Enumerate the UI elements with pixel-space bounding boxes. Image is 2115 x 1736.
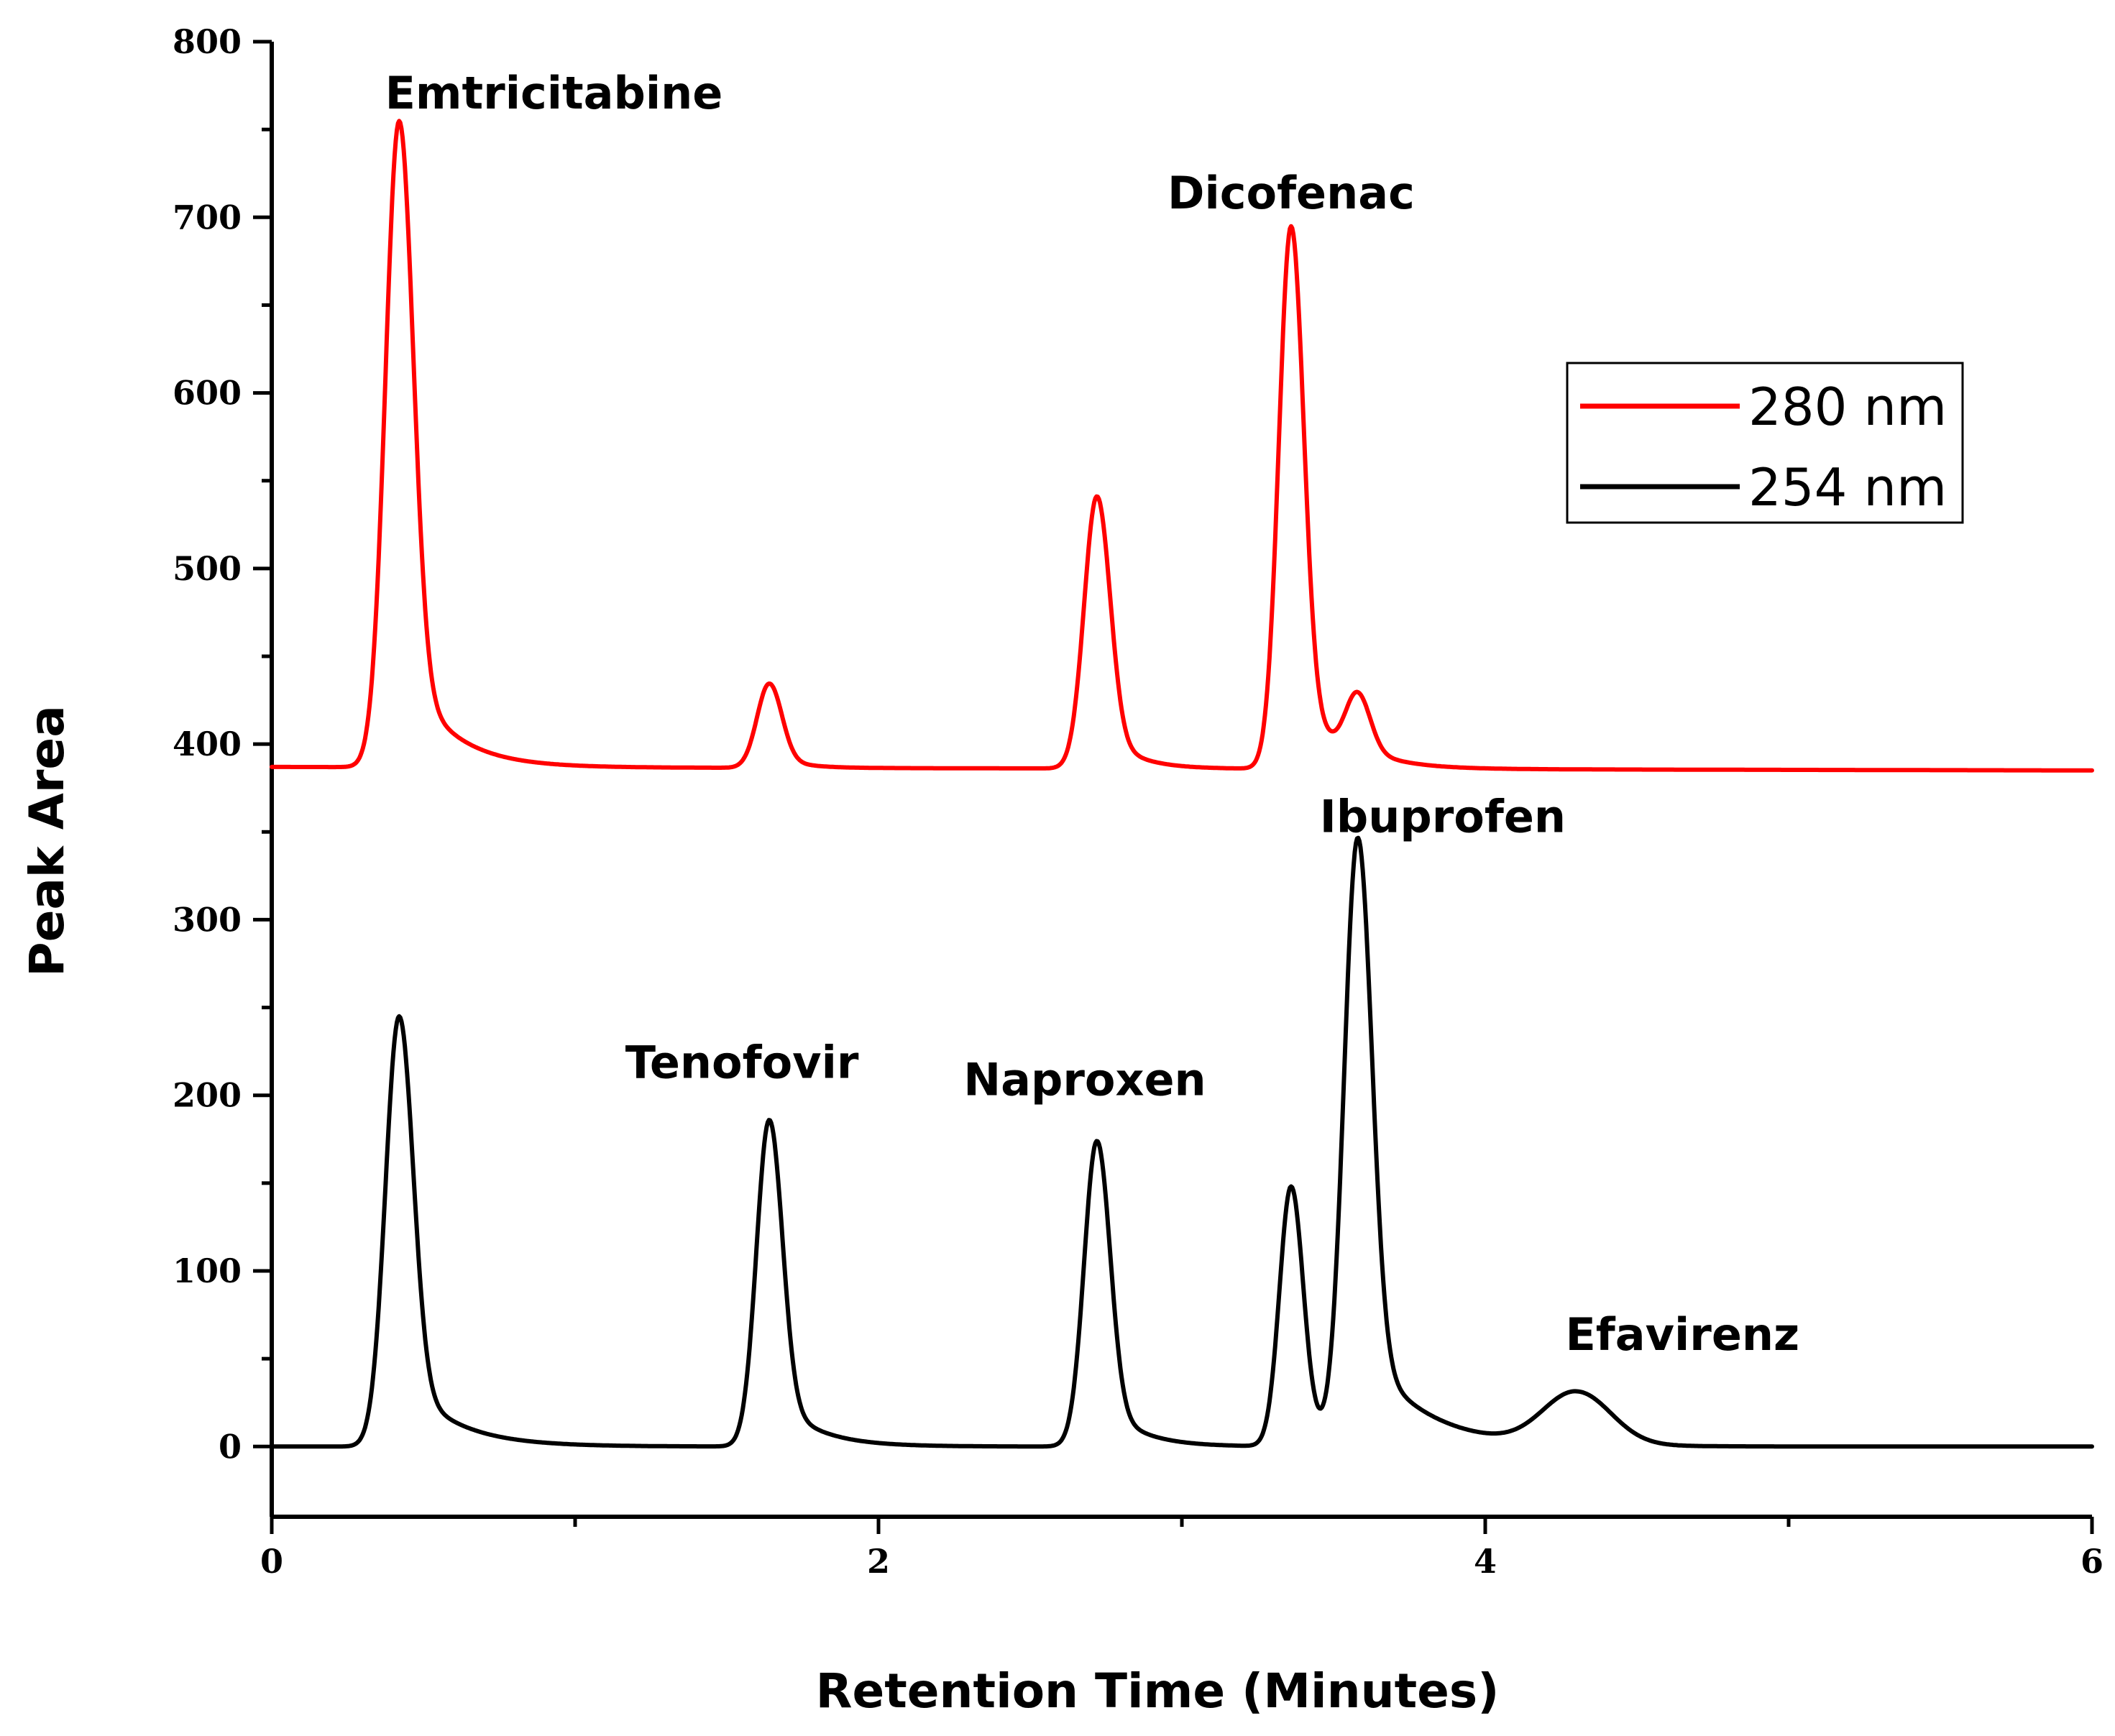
y-tick-label: 300 (173, 900, 242, 939)
y-tick-label: 200 (173, 1076, 242, 1115)
legend-label: 254 nm (1748, 457, 1947, 518)
series-line-254-nm (270, 835, 2094, 1449)
x-tick-label: 2 (867, 1542, 890, 1581)
y-tick-label: 0 (219, 1427, 242, 1466)
peak-annotations: Emtricitabine Dicofenac Ibuprofen Tenofovir… (385, 67, 1800, 1361)
series-line-280-nm (270, 119, 2094, 773)
x-axis-title: Retention Time (Minutes) (816, 1663, 1500, 1719)
y-tick-label: 100 (173, 1252, 242, 1290)
peak-label: Naproxen (963, 1054, 1206, 1106)
y-tick-label: 700 (173, 198, 242, 236)
y-axis-title: Peak Area (19, 705, 75, 976)
x-tick-label: 4 (1474, 1542, 1497, 1581)
traces (270, 119, 2094, 1449)
x-tick-label: 0 (260, 1542, 283, 1581)
peak-label: Tenofovir (625, 1036, 859, 1088)
peak-label: Emtricitabine (385, 67, 723, 119)
legend: 280 nm 254 nm (1566, 362, 1964, 524)
axes: 0 2 4 6 0 100 200 300 400 500 600 700 800 (173, 22, 2103, 1581)
y-tick-label: 500 (173, 549, 242, 588)
peak-label: Ibuprofen (1320, 790, 1566, 842)
y-tick-label: 400 (173, 725, 242, 763)
legend-box (1566, 362, 1964, 524)
peak-label: Efavirenz (1565, 1308, 1799, 1361)
y-tick-label: 800 (173, 22, 242, 61)
peak-label: Dicofenac (1167, 167, 1415, 219)
legend-label: 280 nm (1748, 377, 1947, 437)
x-tick-label: 6 (2080, 1542, 2103, 1581)
y-tick-label: 600 (173, 374, 242, 413)
